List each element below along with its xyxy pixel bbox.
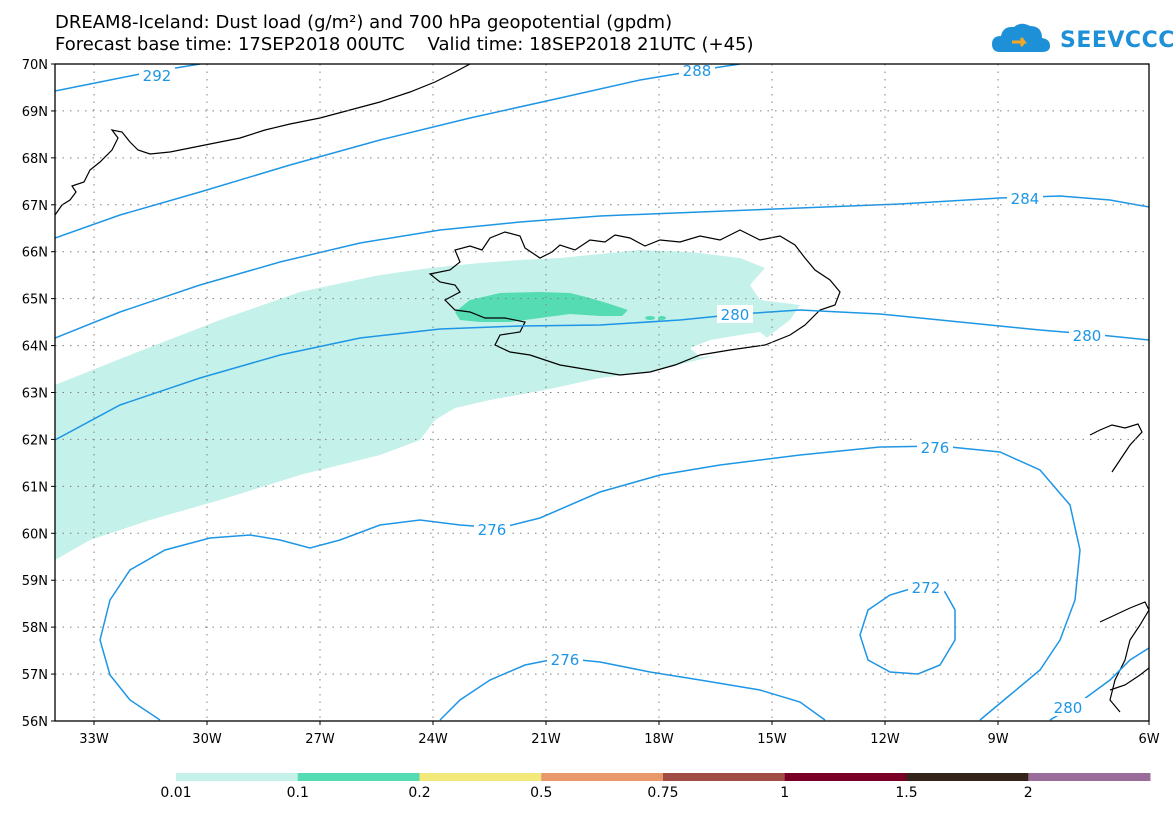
contour-label-bg (1069, 326, 1105, 344)
colorbar-tick-label: 0.5 (530, 785, 553, 801)
lon-label: 30W (192, 732, 222, 747)
lat-label: 64N (22, 340, 48, 355)
lon-label: 9W (987, 732, 1008, 747)
contour-label-bg (679, 61, 715, 79)
contour-label: 280 (1073, 327, 1102, 345)
colorbar-tick-label: 0.2 (408, 785, 431, 801)
colorbar-segment (541, 773, 664, 781)
gridlines (55, 64, 1149, 721)
lon-label: 24W (418, 732, 448, 747)
longitude-labels: 33W 30W 27W 24W 21W 18W 15W 12W 9W 6W (79, 732, 1159, 747)
lon-label: 18W (644, 732, 674, 747)
contour-label-bg (917, 438, 953, 456)
contour-label: 288 (683, 62, 712, 80)
contour-label-bg (474, 520, 510, 538)
contour-label: 272 (912, 579, 941, 597)
contour-label: 280 (1054, 699, 1083, 717)
uk-coast (1099, 601, 1149, 713)
colorbar-tick-label: 1.5 (895, 785, 918, 801)
lat-label: 65N (22, 293, 48, 308)
contour-labels: 292 288 284 280 280 276 276 272 276 280 (139, 61, 1105, 717)
lat-label: 70N (22, 58, 48, 73)
map-subtitle: Forecast base time: 17SEP2018 00UTC Vali… (55, 34, 754, 55)
lat-label: 56N (22, 715, 48, 730)
iceland-coast (428, 229, 841, 376)
contour-label: 292 (143, 67, 172, 85)
dust-patch-1 (645, 316, 655, 320)
contour-label-bg (1050, 698, 1086, 716)
axis-ticks (51, 63, 1150, 725)
contour-label-bg (908, 578, 944, 596)
map-title: DREAM8-Iceland: Dust load (g/m²) and 700… (55, 12, 673, 33)
coastlines (55, 64, 1149, 713)
latitude-labels: 70N 69N 68N 67N 66N 65N 64N 63N 62N 61N 60N 59N 58N 5… (22, 58, 48, 730)
lat-label: 66N (22, 246, 48, 261)
uk-coast-2 (1109, 667, 1149, 691)
colorbar-segment (1028, 773, 1151, 781)
lat-label: 63N (22, 387, 48, 402)
dust-area-mid (455, 292, 628, 322)
colorbar-segment (906, 773, 1029, 781)
cloud-logo-icon (992, 23, 1050, 52)
colorbar-tick-label: 0.01 (160, 785, 192, 801)
colorbar-segment (419, 773, 542, 781)
colorbar-tick-label: 0.1 (286, 785, 309, 801)
lat-label: 58N (22, 621, 48, 636)
lon-label: 27W (305, 732, 335, 747)
contour-label-bg (717, 305, 753, 323)
colorbar-tick-label: 1 (780, 785, 790, 801)
dust-area-low (55, 250, 800, 560)
contour-280 (55, 309, 1149, 441)
colorbar-tick-label: 0.75 (647, 785, 679, 801)
contour-276-inner (439, 657, 826, 721)
contour-label: 276 (551, 651, 580, 669)
contour-label: 280 (721, 306, 750, 324)
lon-label: 21W (531, 732, 561, 747)
colorbar-segment (663, 773, 786, 781)
lon-label: 15W (757, 732, 787, 747)
colorbar-segment (176, 773, 299, 781)
colorbar-tick-label: 2 (1023, 785, 1033, 801)
dust-patch-2 (658, 316, 666, 320)
lat-label: 61N (22, 480, 48, 495)
contour-label: 276 (478, 521, 507, 539)
colorbar-segment (784, 773, 907, 781)
contour-276-outer (99, 445, 1081, 721)
lat-label: 57N (22, 668, 48, 683)
contour-label-bg (1007, 189, 1043, 207)
logo-text: SEEVCCC (1060, 28, 1175, 53)
contour-288 (55, 64, 741, 239)
lat-label: 67N (22, 199, 48, 214)
colorbar (176, 773, 1151, 781)
lon-label: 6W (1138, 732, 1159, 747)
contour-label: 284 (1011, 190, 1040, 208)
greenland-coast (55, 64, 471, 216)
contour-272 (859, 585, 956, 675)
lon-label: 12W (870, 732, 900, 747)
lat-label: 69N (22, 105, 48, 120)
dust-gap (690, 332, 770, 357)
scotland-coast (1089, 423, 1143, 473)
colorbar-segment (297, 773, 420, 781)
contour-label: 276 (921, 439, 950, 457)
contour-label-bg (139, 66, 175, 84)
lat-label: 68N (22, 152, 48, 167)
lon-label: 33W (79, 732, 109, 747)
lat-label: 59N (22, 574, 48, 589)
lat-label: 60N (22, 527, 48, 542)
lat-label: 62N (22, 433, 48, 448)
contour-label-bg (547, 650, 583, 668)
